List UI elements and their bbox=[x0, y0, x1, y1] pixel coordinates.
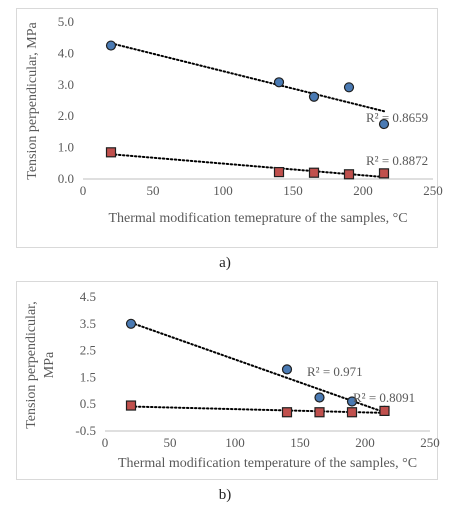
r-squared-label: R² = 0.8091 bbox=[353, 390, 415, 405]
y-tick-label: 3.0 bbox=[58, 77, 74, 92]
series-circles: R² = 0.971 bbox=[125, 318, 390, 416]
y-tick-label: 2.0 bbox=[58, 108, 74, 123]
y-tick-label: -0.5 bbox=[75, 423, 96, 438]
y-tick-label: 4.0 bbox=[58, 45, 74, 60]
data-point-square bbox=[308, 167, 320, 178]
x-tick-label: 150 bbox=[290, 435, 310, 450]
x-tick-label: 100 bbox=[225, 435, 245, 450]
chart-a: 0.0 1.0 2.0 3.0 4.0 5.0 0 50 100 150 200 250 Thermal… bbox=[25, 14, 443, 226]
y-axis-title: Tension perpendicular, MPa bbox=[24, 301, 57, 429]
r-squared-label: R² = 0.8872 bbox=[366, 153, 428, 168]
y-tick-label: 0.5 bbox=[80, 396, 96, 411]
data-point-square bbox=[378, 168, 390, 179]
trendline bbox=[130, 321, 386, 414]
data-point-circle bbox=[378, 118, 390, 130]
x-axis-title: Thermal modification temeprature of the … bbox=[108, 211, 407, 226]
trendline bbox=[110, 153, 385, 179]
data-point-circle bbox=[343, 82, 355, 93]
chart-b-panel bbox=[16, 281, 438, 480]
x-axis-title: Thermal modification temperature of the … bbox=[118, 456, 417, 471]
trendline bbox=[110, 42, 385, 113]
data-point-square bbox=[273, 166, 285, 178]
series-squares: R² = 0.8872 bbox=[105, 147, 428, 180]
chart-b-caption: b) bbox=[218, 487, 232, 503]
y-tick-label: 1.0 bbox=[58, 140, 74, 155]
data-point-square bbox=[346, 407, 358, 418]
x-tick-label: 100 bbox=[213, 183, 233, 198]
chart-a-panel bbox=[16, 8, 438, 248]
x-tick-label: 0 bbox=[80, 183, 87, 198]
x-tick-label: 150 bbox=[283, 183, 303, 198]
data-point-circle bbox=[281, 364, 293, 375]
y-tick-label: 2.5 bbox=[80, 343, 96, 358]
chart-b: -0.5 0.5 1.5 2.5 3.5 4.5 0 50 100 150 200 250Therma… bbox=[24, 289, 440, 471]
y-tick-label: 5.0 bbox=[58, 14, 74, 29]
x-tick-label: 250 bbox=[420, 435, 440, 450]
data-point-square bbox=[314, 407, 325, 418]
data-point-square bbox=[281, 407, 293, 418]
data-point-circle bbox=[105, 40, 117, 51]
data-point-square bbox=[105, 147, 117, 158]
y-tick-label: 1.5 bbox=[80, 369, 96, 384]
y-tick-label: 0.0 bbox=[58, 171, 74, 186]
x-tick-label: 200 bbox=[353, 183, 373, 198]
data-point-square bbox=[125, 400, 137, 411]
y-axis-title: Tension perpendicular, MPa bbox=[25, 21, 40, 179]
trendline bbox=[130, 405, 386, 414]
data-point-circle bbox=[346, 396, 358, 407]
y-tick-label: 3.5 bbox=[80, 316, 96, 331]
data-point-circle bbox=[125, 318, 137, 329]
series-squares: R² = 0.8091 bbox=[125, 390, 415, 418]
x-tick-label: 50 bbox=[147, 183, 160, 198]
data-point-circle bbox=[314, 392, 325, 403]
r-squared-label: R² = 0.8659 bbox=[366, 110, 428, 125]
x-tick-label: 200 bbox=[355, 435, 375, 450]
x-tick-label: 250 bbox=[423, 183, 443, 198]
x-tick-label: 0 bbox=[102, 435, 109, 450]
data-point-square bbox=[343, 169, 355, 180]
r-squared-label: R² = 0.971 bbox=[307, 364, 363, 379]
data-point-circle bbox=[273, 77, 285, 88]
y-tick-label: 4.5 bbox=[80, 289, 96, 304]
chart-a-caption: a) bbox=[219, 255, 231, 271]
x-tick-label: 50 bbox=[164, 435, 177, 450]
series-circles: R² = 0.8659 bbox=[105, 40, 428, 130]
data-point-circle bbox=[308, 91, 320, 102]
data-point-square bbox=[379, 405, 390, 416]
